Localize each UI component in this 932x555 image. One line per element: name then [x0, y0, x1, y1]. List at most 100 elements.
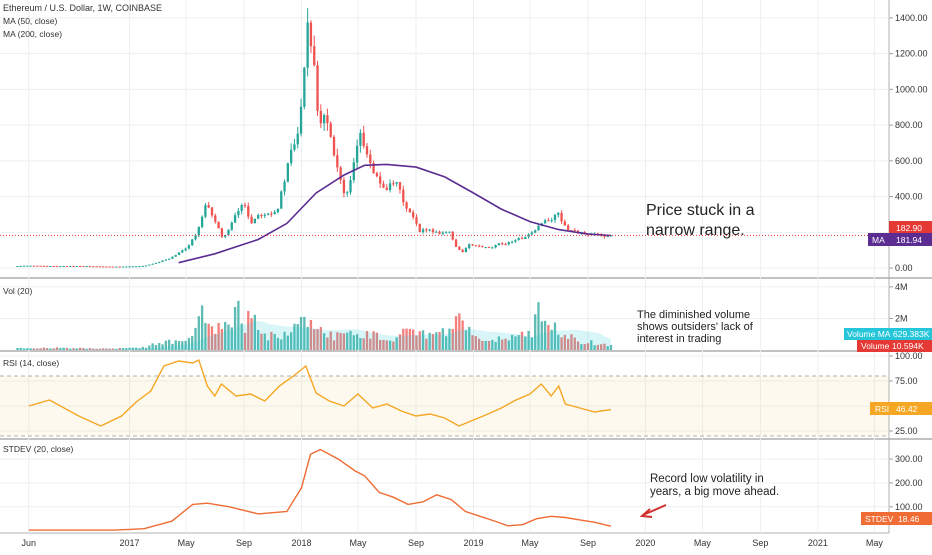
volume-bar [118, 347, 121, 350]
volume-bar [253, 314, 257, 350]
price-candle [184, 248, 187, 251]
volume-bar [174, 340, 177, 350]
volume-bar [421, 330, 425, 350]
volume-ma-badge: Volume MA 629.383K [844, 328, 932, 340]
price-candle [128, 266, 131, 268]
volume-bar [204, 322, 207, 350]
volume-bar [547, 324, 550, 350]
ma200-label: MA (200, close) [3, 29, 62, 39]
volume-bar [497, 336, 501, 350]
volume-bar [151, 343, 154, 350]
volume-bar [309, 320, 313, 350]
price-candle [438, 231, 441, 234]
price-candle [510, 241, 514, 243]
volume-annotation-line-2: shows outsiders' lack of [637, 321, 754, 333]
price-annotation-line-2: narrow range. [646, 222, 745, 239]
price-candle [451, 231, 454, 240]
volume-bar [167, 339, 171, 350]
volume-bar [85, 348, 88, 350]
price-candle [398, 182, 402, 190]
price-candle [547, 220, 550, 222]
volume-bar [98, 348, 102, 350]
stdev-axis-tick-label: 200.00 [895, 478, 923, 488]
volume-bar [402, 328, 405, 350]
volume-bar [55, 347, 59, 350]
volume-bar [16, 348, 19, 350]
price-candle [131, 266, 135, 268]
price-candle [454, 239, 458, 247]
price-candle [342, 179, 346, 194]
price-annotation-line-1: Price stuck in a [646, 202, 755, 219]
stdev-badge-label: STDEV [865, 514, 894, 524]
volume-bar [530, 337, 534, 350]
stdev-badge: STDEV 18.46 [861, 512, 932, 525]
volume-bar [65, 347, 69, 350]
volume-bar [154, 345, 158, 350]
volume-bar [362, 338, 365, 350]
volume-bar [580, 344, 583, 350]
chart-title: Ethereum / U.S. Dollar, 1W, COINBASE [3, 3, 162, 13]
price-candle [428, 229, 431, 231]
volume-bar [125, 348, 128, 350]
volume-bar [102, 348, 105, 350]
price-candle [474, 245, 477, 247]
volume-bar [382, 339, 385, 350]
price-candle [425, 229, 428, 231]
price-candle [65, 266, 69, 268]
price-candle [141, 265, 144, 267]
price-candle [346, 192, 349, 194]
volume-bar [92, 348, 95, 350]
price-candle [530, 232, 534, 235]
price-candle [85, 266, 88, 268]
volume-bar [428, 332, 431, 350]
volume-bar [504, 338, 507, 350]
price-candle [435, 231, 438, 233]
volume-bar [553, 322, 557, 350]
volume-bar [322, 333, 326, 350]
price-candle [82, 266, 85, 268]
volume-bar [319, 327, 322, 350]
price-candle [250, 216, 253, 224]
price-candle [42, 265, 45, 267]
price-candle [220, 228, 224, 237]
volatility-arrow-icon [639, 504, 667, 518]
price-candle [118, 266, 121, 268]
volume-bar [385, 340, 388, 350]
price-axis-tick-label: 0.00 [895, 263, 913, 273]
volume-bar [477, 338, 481, 350]
volume-bar [230, 327, 233, 350]
price-candle [247, 206, 250, 217]
price-candle [108, 266, 111, 268]
volume-bar [372, 331, 375, 350]
price-candle [181, 250, 184, 253]
volume-bar [593, 345, 596, 350]
volume-bar [487, 340, 491, 350]
volume-bar [191, 336, 194, 350]
volume-bar [339, 332, 342, 350]
time-axis-label: Jun [21, 538, 36, 548]
price-candle [477, 245, 481, 247]
price-candle [197, 226, 200, 236]
volume-bar [164, 340, 167, 350]
price-candle [158, 262, 161, 264]
volume-bar [484, 340, 487, 350]
volume-bar [435, 332, 438, 350]
volume-bar [303, 316, 306, 350]
volume-bar [42, 347, 45, 350]
price-candle [75, 265, 78, 267]
volume-bar [194, 327, 197, 350]
rsi-band [0, 376, 889, 436]
volume-bar [326, 337, 329, 350]
volume-bar [289, 332, 293, 350]
volume-bar [517, 335, 520, 350]
time-axis-label: 2017 [120, 538, 140, 548]
volume-bar [220, 329, 224, 350]
volume-bar [197, 316, 200, 350]
price-candle [514, 240, 517, 242]
volume-bar [524, 336, 527, 350]
volume-bar [415, 335, 418, 350]
volume-bar [537, 302, 540, 350]
volume-bar [184, 340, 187, 350]
price-candle [19, 265, 22, 267]
